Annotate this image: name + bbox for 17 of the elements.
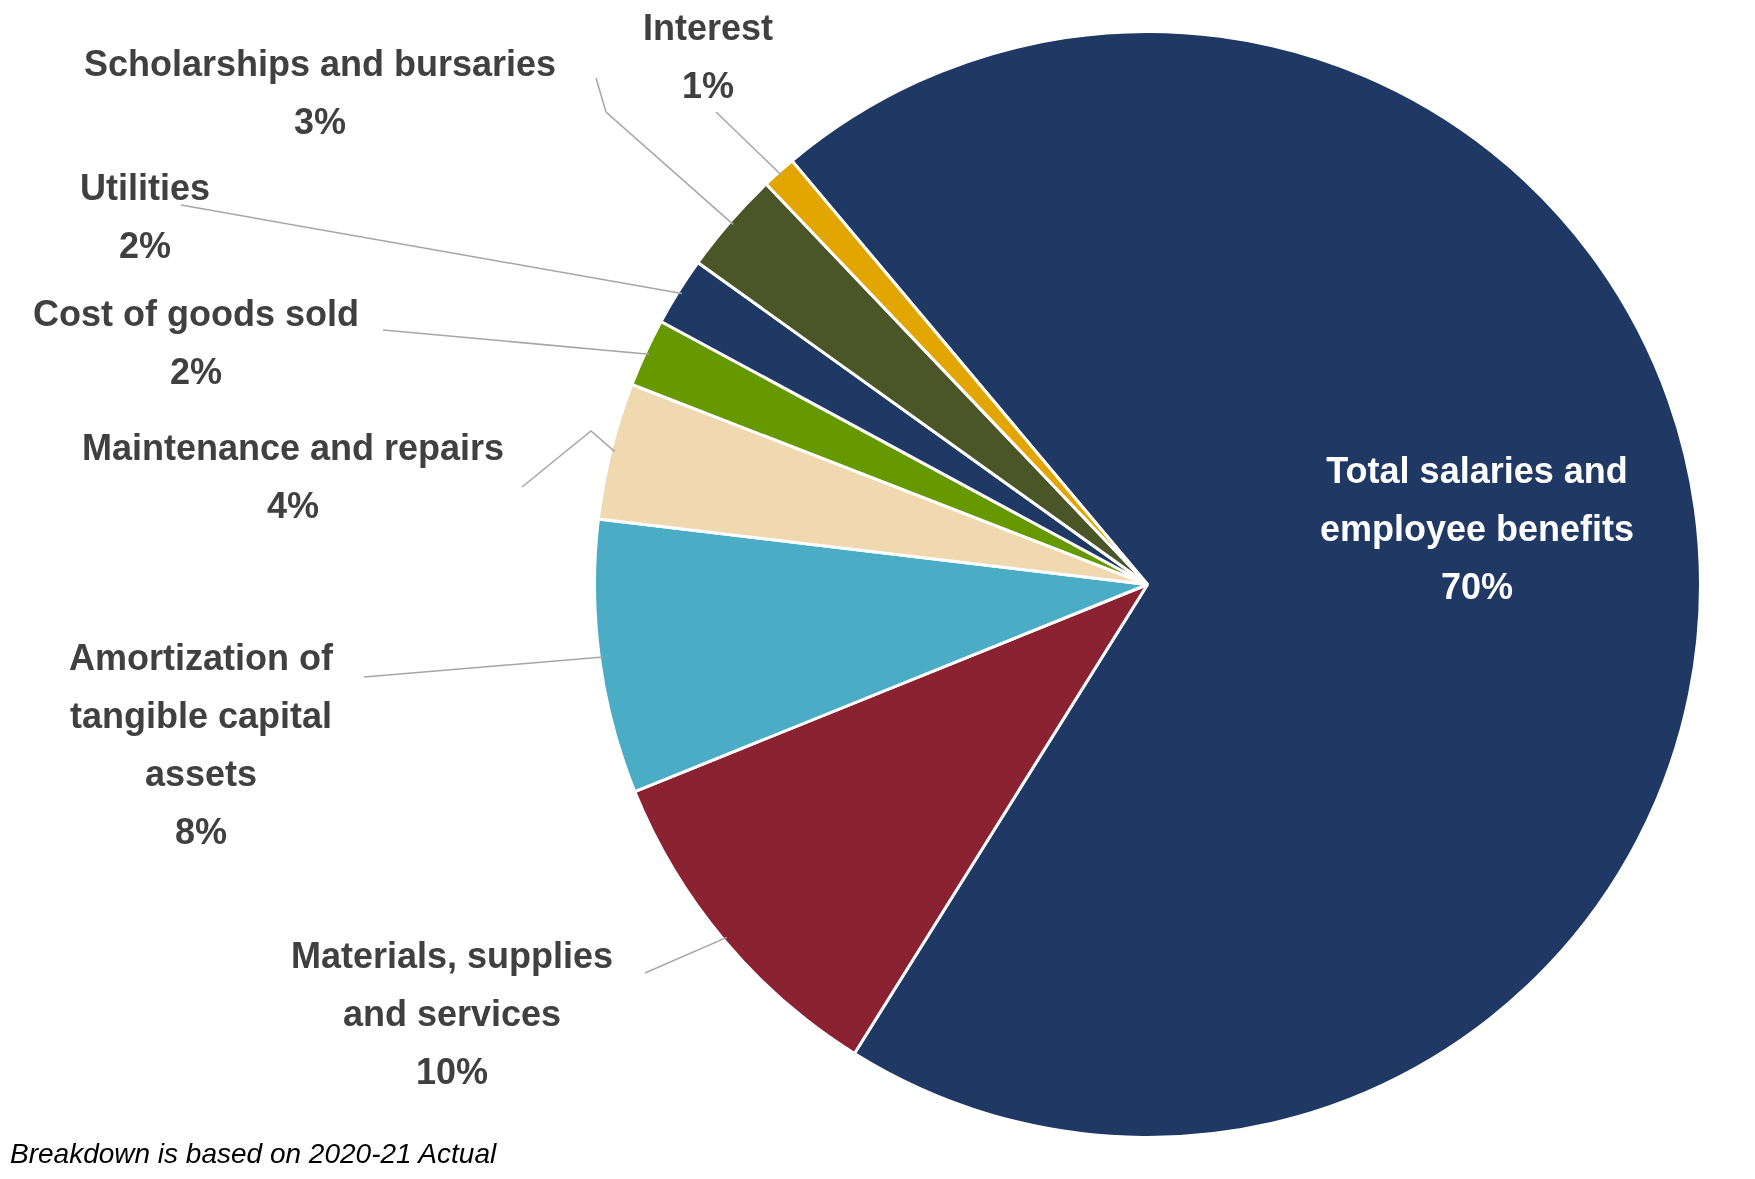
- data-label: 4%: [266, 484, 320, 526]
- data-label: 70%: [1440, 565, 1514, 607]
- slice-label: Total salaries and employee benefits: [1319, 449, 1635, 549]
- slice-label: Amortization of tangible capital assets: [69, 636, 334, 794]
- data-label: 10%: [415, 1050, 489, 1092]
- slice-label: Cost of goods sold: [33, 292, 359, 334]
- data-label: 1%: [681, 64, 735, 106]
- data-label: 2%: [118, 224, 172, 266]
- slice-label: Utilities: [79, 166, 211, 208]
- data-label: 2%: [169, 350, 223, 392]
- data-label: 3%: [293, 100, 347, 142]
- slice-label: Scholarships and bursaries: [83, 42, 557, 84]
- slice-label: Maintenance and repairs: [81, 426, 505, 468]
- slice-label: Interest: [642, 6, 774, 48]
- text: Breakdown is based on 2020-21 Actual: [10, 1137, 497, 1169]
- slice-label: Materials, supplies and services: [290, 934, 614, 1034]
- data-label: 8%: [174, 810, 228, 852]
